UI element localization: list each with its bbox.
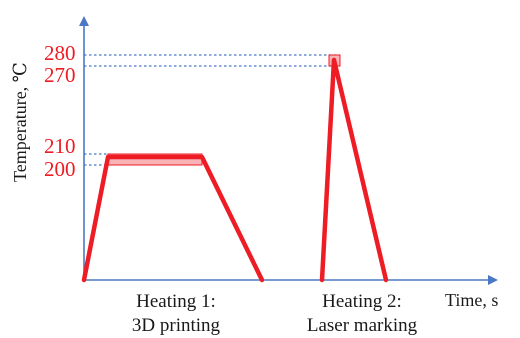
phase-1-label-line2: 3D printing (132, 315, 221, 336)
tick-label-280: 280 (44, 41, 76, 65)
tick-label-210: 210 (44, 134, 76, 158)
x-axis-title: Time, s (445, 290, 498, 310)
profile-heating-2 (319, 57, 389, 283)
phase-2-label-line1: Heating 2: (322, 291, 402, 312)
phase-1-label-line1: Heating 1: (136, 291, 216, 312)
tick-label-200: 200 (44, 157, 76, 181)
tick-label-270: 270 (44, 63, 76, 87)
profile-heating-1 (81, 154, 265, 283)
y-axis-title: Temperature, ℃ (10, 62, 30, 182)
phase-2-label-line2: Laser marking (307, 315, 418, 336)
